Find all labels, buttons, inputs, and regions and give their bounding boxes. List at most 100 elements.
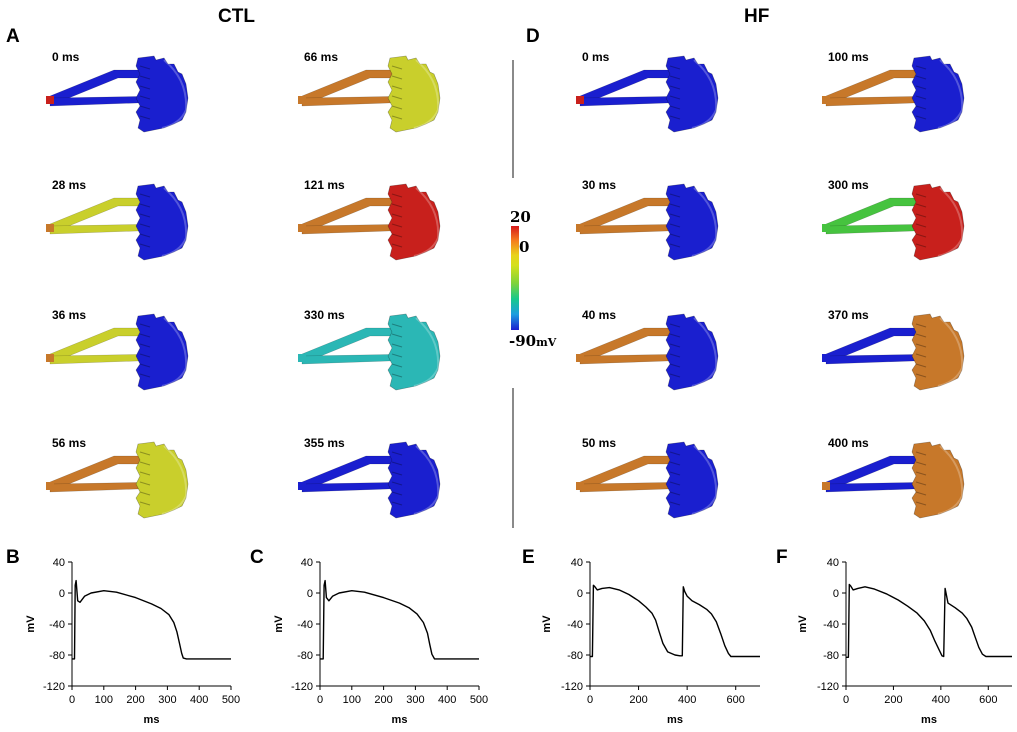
panel-e-xtick-label-2: 400: [678, 694, 696, 706]
ventricle-model-d-7: [822, 441, 965, 519]
group-title-ctl: CTL: [218, 6, 255, 27]
panel-c-xtick-label-4: 400: [438, 694, 456, 706]
frame-time-d-1: 100 ms: [828, 50, 869, 64]
ventricle-model-d-5: [822, 313, 965, 391]
stimulus-tip-d-1: [822, 96, 830, 104]
chart-e: 40 0 -40 -80 -120 0 200 400 600 ms mV: [536, 548, 772, 730]
panel-e-xtick-label-0: 0: [587, 694, 593, 706]
panel-b-xlabel: ms: [144, 714, 160, 726]
frame-time-a-7: 355 ms: [304, 436, 345, 450]
frame-a-2: 28 ms: [46, 178, 246, 278]
panel-c-xtick-label-0: 0: [317, 694, 323, 706]
frame-time-d-2: 30 ms: [582, 178, 617, 192]
panel-b-ytick-label-3: -80: [49, 650, 65, 662]
panel-f-xtick-label-3: 600: [979, 694, 997, 706]
panel-e-xtick-label-3: 600: [727, 694, 745, 706]
frame-a-7: 355 ms: [298, 436, 498, 536]
tissue-block-d-6: [665, 441, 719, 519]
stimulus-tip-d-3: [822, 224, 830, 232]
ventricle-model-d-2: [576, 183, 719, 261]
frame-a-1: 66 ms: [298, 50, 498, 150]
panel-e-xlabel: ms: [667, 714, 683, 726]
panel-e-ytick-label-3: -80: [567, 650, 583, 662]
frame-a-4: 36 ms: [46, 308, 246, 408]
stimulus-tip-a-7: [298, 482, 306, 490]
tissue-block-a-1: [387, 55, 441, 133]
frame-d-6: 50 ms: [576, 436, 776, 536]
frame-time-d-6: 50 ms: [582, 436, 617, 450]
chart-f: 40 0 -40 -80 -120 0 200 400 600 ms mV: [792, 548, 1016, 730]
panel-letter-b: B: [6, 547, 20, 568]
panel-b-ytick-label-2: -40: [49, 619, 65, 631]
panel-c-ytick-label-2: -40: [297, 619, 313, 631]
panel-letter-f: F: [776, 547, 788, 568]
frame-a-0: 0 ms: [46, 50, 246, 150]
frame-time-a-4: 36 ms: [52, 308, 87, 322]
frame-time-a-3: 121 ms: [304, 178, 345, 192]
panel-e-ytick-label-4: -120: [561, 681, 583, 693]
panel-letter-c: C: [250, 547, 264, 568]
tissue-block-d-2: [665, 183, 719, 261]
ventricle-model-d-1: [822, 55, 965, 133]
colorbar-unit: mV: [536, 336, 557, 349]
frame-a-6: 56 ms: [46, 436, 246, 536]
panel-e-ytick-label-1: 0: [577, 588, 583, 600]
panel-c-ylabel: mV: [273, 615, 285, 633]
panel-b-ytick-label-1: 0: [59, 588, 65, 600]
frame-time-a-1: 66 ms: [304, 50, 339, 64]
panel-f-xlabel: ms: [921, 714, 937, 726]
colorbar-min-value: -90: [509, 332, 537, 350]
tissue-block-a-3: [387, 183, 441, 261]
frame-d-2: 30 ms: [576, 178, 776, 278]
tissue-block-a-0: [135, 55, 189, 133]
panel-letter-e: E: [522, 547, 535, 568]
frame-d-3: 300 ms: [822, 178, 1017, 278]
ventricle-model-d-6: [576, 441, 719, 519]
panel-e-ylabel: mV: [541, 615, 553, 633]
frame-d-4: 40 ms: [576, 308, 776, 408]
colorbar-max-label: 20: [510, 208, 531, 226]
tissue-block-a-2: [135, 183, 189, 261]
panel-c-xtick-label-5: 500: [470, 694, 488, 706]
tissue-block-d-4: [665, 313, 719, 391]
ventricle-model-a-0: [46, 55, 189, 133]
stimulus-tip-a-5: [298, 354, 306, 362]
tissue-block-a-6: [135, 441, 189, 519]
frame-time-d-0: 0 ms: [582, 50, 610, 64]
ventricle-model-a-2: [46, 183, 189, 261]
chart-b: 40 0 -40 -80 -120 0 100 200 300 400 500 ms mV: [20, 548, 245, 730]
panel-f-xtick-label-2: 400: [932, 694, 950, 706]
tissue-block-a-4: [135, 313, 189, 391]
panel-b-xtick-label-0: 0: [69, 694, 75, 706]
panel-c-xtick-label-1: 100: [343, 694, 361, 706]
panel-f-ylabel: mV: [797, 615, 809, 633]
tissue-block-d-0: [665, 55, 719, 133]
panel-b-xtick-label-2: 200: [126, 694, 144, 706]
tissue-block-d-5: [911, 313, 965, 391]
tissue-block-a-5: [387, 313, 441, 391]
ventricle-model-a-6: [46, 441, 189, 519]
panel-b-ytick-label-4: -120: [43, 681, 65, 693]
frame-time-d-5: 370 ms: [828, 308, 869, 322]
frame-time-a-5: 330 ms: [304, 308, 345, 322]
panel-f-ytick-label-2: -40: [823, 619, 839, 631]
panel-f-ytick-label-4: -120: [817, 681, 839, 693]
ventricle-model-d-4: [576, 313, 719, 391]
panel-e-ytick-label-2: -40: [567, 619, 583, 631]
divider-upper: [512, 60, 514, 178]
stimulus-tip-a-2: [46, 224, 54, 232]
colorbar-min-label: -90mV: [509, 332, 556, 350]
stimulus-tip-a-6: [46, 482, 54, 490]
frame-time-d-4: 40 ms: [582, 308, 617, 322]
stimulus-tip-a-1: [298, 96, 306, 104]
frame-d-0: 0 ms: [576, 50, 776, 150]
panel-b-xtick-label-5: 500: [222, 694, 240, 706]
panel-e-xtick-label-1: 200: [629, 694, 647, 706]
ventricle-model-a-3: [298, 183, 441, 261]
panel-c-ytick-label-0: 40: [301, 557, 313, 569]
stimulus-tip-d-4: [576, 354, 584, 362]
